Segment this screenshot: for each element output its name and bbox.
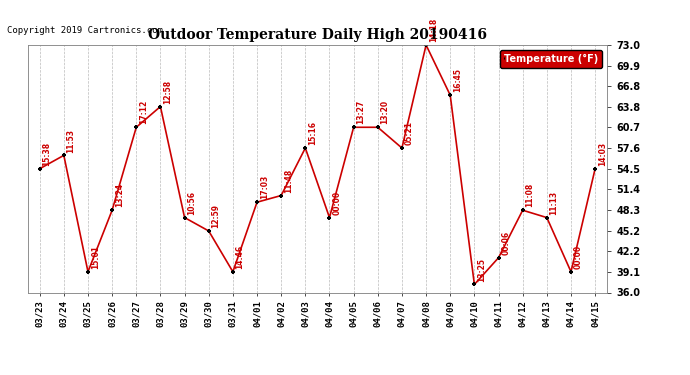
Title: Outdoor Temperature Daily High 20190416: Outdoor Temperature Daily High 20190416 — [148, 28, 487, 42]
Point — [251, 199, 262, 205]
Text: 12:58: 12:58 — [164, 80, 172, 104]
Point — [58, 152, 69, 158]
Text: 13:24: 13:24 — [115, 183, 124, 207]
Text: 11:08: 11:08 — [526, 183, 535, 207]
Point — [565, 269, 576, 275]
Point — [373, 124, 384, 130]
Point — [324, 214, 335, 220]
Point — [179, 214, 190, 220]
Point — [420, 42, 432, 48]
Text: 17:12: 17:12 — [139, 100, 148, 124]
Text: 16:45: 16:45 — [453, 68, 462, 92]
Text: 14:46: 14:46 — [236, 245, 245, 269]
Text: 13:20: 13:20 — [381, 100, 390, 124]
Text: 10:56: 10:56 — [188, 191, 197, 215]
Text: 11:53: 11:53 — [67, 129, 76, 153]
Text: 00:06: 00:06 — [502, 231, 511, 255]
Point — [155, 104, 166, 110]
Point — [469, 282, 480, 288]
Text: 11:13: 11:13 — [550, 190, 559, 215]
Point — [34, 166, 46, 172]
Legend: Temperature (°F): Temperature (°F) — [500, 50, 602, 68]
Text: 00:00: 00:00 — [333, 190, 342, 215]
Point — [106, 207, 117, 213]
Point — [299, 145, 310, 151]
Text: 11:48: 11:48 — [284, 168, 293, 193]
Text: 17:03: 17:03 — [260, 175, 269, 200]
Text: 12:59: 12:59 — [212, 204, 221, 228]
Point — [518, 207, 529, 213]
Point — [541, 214, 552, 220]
Text: 00:00: 00:00 — [574, 245, 583, 269]
Text: Copyright 2019 Cartronics.com: Copyright 2019 Cartronics.com — [7, 26, 163, 35]
Point — [83, 269, 94, 275]
Point — [589, 166, 600, 172]
Text: 05:21: 05:21 — [405, 121, 414, 145]
Text: 15:16: 15:16 — [308, 121, 317, 145]
Text: 15:01: 15:01 — [91, 245, 100, 269]
Text: 14:18: 14:18 — [429, 18, 438, 42]
Point — [276, 192, 287, 198]
Point — [203, 228, 214, 234]
Text: 14:03: 14:03 — [598, 142, 607, 166]
Point — [348, 124, 359, 130]
Point — [228, 269, 239, 275]
Text: 13:25: 13:25 — [477, 258, 486, 282]
Text: 15:38: 15:38 — [43, 142, 52, 166]
Point — [493, 255, 504, 261]
Point — [130, 124, 142, 130]
Text: 13:27: 13:27 — [357, 100, 366, 124]
Point — [444, 92, 455, 98]
Point — [396, 145, 407, 151]
